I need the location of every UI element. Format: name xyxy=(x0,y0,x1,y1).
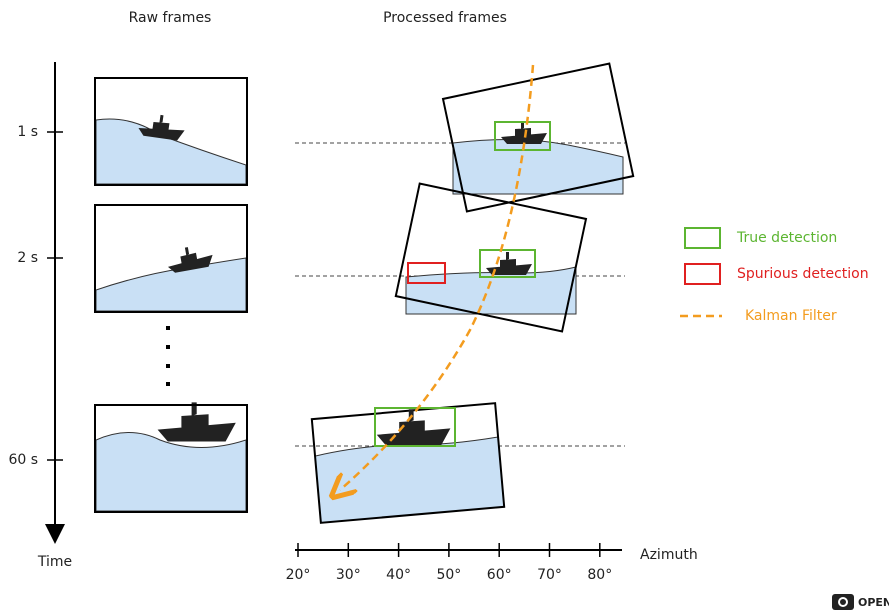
processed-header: Processed frames xyxy=(383,10,507,26)
legend-label: Spurious detection xyxy=(737,266,869,282)
processed-frame xyxy=(433,64,636,229)
azimuth-tick-label: 60° xyxy=(487,567,512,583)
raw-frame xyxy=(95,402,247,512)
diagram: Raw frames Processed frames 1 s 2 s 60 s T… xyxy=(0,0,889,614)
legend-swatch xyxy=(685,264,720,284)
azimuth-tick-label: 70° xyxy=(537,567,562,583)
ellipsis xyxy=(166,326,170,386)
raw-frame xyxy=(95,205,247,312)
legend-label: Kalman Filter xyxy=(745,308,837,324)
watermark-text: OPEN xyxy=(858,596,889,609)
raw-header: Raw frames xyxy=(129,10,212,26)
time-label: Time xyxy=(37,554,72,570)
azimuth-tick-label: 20° xyxy=(286,567,311,583)
time-tick-label: 1 s xyxy=(17,124,38,140)
azimuth-tick-label: 40° xyxy=(386,567,411,583)
azimuth-label: Azimuth xyxy=(640,547,698,563)
azimuth-tick-label: 50° xyxy=(436,567,461,583)
processed-frame xyxy=(393,184,596,349)
legend-label: True detection xyxy=(736,230,837,246)
raw-frame xyxy=(95,78,247,185)
time-tick-label: 60 s xyxy=(8,452,38,468)
watermark: OPEN xyxy=(832,594,889,610)
time-tick-label: 2 s xyxy=(17,250,38,266)
legend-swatch xyxy=(685,228,720,248)
azimuth-tick-label: 30° xyxy=(336,567,361,583)
azimuth-tick-label: 80° xyxy=(587,567,612,583)
